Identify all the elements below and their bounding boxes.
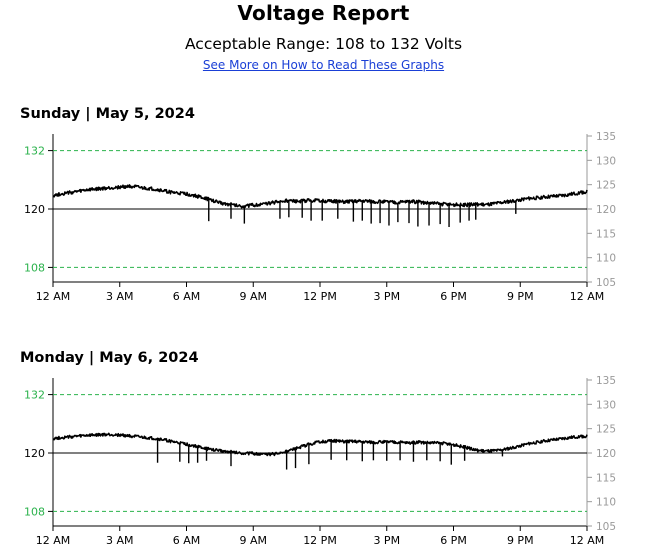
right-tick-label: 110 bbox=[596, 497, 616, 509]
x-tick-label: 12 AM bbox=[36, 534, 71, 547]
right-tick-label: 110 bbox=[596, 253, 616, 265]
x-tick-label: 9 AM bbox=[239, 534, 267, 547]
x-tick-label: 9 PM bbox=[507, 534, 534, 547]
acceptable-range-subtitle: Acceptable Range: 108 to 132 Volts bbox=[184, 35, 463, 53]
left-tick-label: 132 bbox=[24, 145, 45, 158]
right-tick-label: 130 bbox=[596, 399, 616, 411]
how-to-read-graphs-link[interactable]: See More on How to Read These Graphs bbox=[202, 58, 445, 72]
x-tick-label: 9 AM bbox=[239, 290, 267, 303]
x-tick-label: 3 PM bbox=[373, 534, 400, 547]
x-tick-label: 6 AM bbox=[173, 534, 201, 547]
x-tick-label: 6 PM bbox=[440, 290, 467, 303]
left-tick-label: 108 bbox=[24, 261, 45, 274]
day-label-monday: Monday | May 6, 2024 bbox=[20, 350, 199, 366]
right-tick-label: 115 bbox=[596, 228, 616, 240]
x-tick-label: 3 AM bbox=[106, 534, 134, 547]
left-tick-label: 120 bbox=[24, 203, 45, 216]
x-tick-label: 12 PM bbox=[303, 534, 337, 547]
x-tick-label: 12 PM bbox=[303, 290, 337, 303]
right-tick-label: 130 bbox=[596, 155, 616, 167]
x-tick-label: 9 PM bbox=[507, 290, 534, 303]
voltage-series-line bbox=[52, 184, 588, 209]
right-tick-label: 135 bbox=[596, 131, 616, 143]
right-tick-label: 105 bbox=[596, 521, 616, 533]
right-tick-label: 125 bbox=[596, 424, 616, 436]
right-tick-label: 120 bbox=[596, 204, 616, 216]
left-tick-label: 120 bbox=[24, 447, 45, 460]
right-tick-label: 105 bbox=[596, 277, 616, 289]
left-tick-label: 132 bbox=[24, 389, 45, 402]
day-label-sunday: Sunday | May 5, 2024 bbox=[20, 106, 195, 122]
voltage-chart-monday: 108 120 132 105 110 115 120 125 130 135 12 AM 3 AM 6… bbox=[24, 375, 616, 547]
right-tick-label: 120 bbox=[596, 448, 616, 460]
x-tick-label: 6 AM bbox=[173, 290, 201, 303]
x-tick-label: 3 AM bbox=[106, 290, 134, 303]
right-tick-label: 125 bbox=[596, 180, 616, 192]
right-tick-label: 115 bbox=[596, 472, 616, 484]
x-tick-label: 12 AM bbox=[570, 534, 605, 547]
voltage-series-line bbox=[52, 432, 588, 457]
left-tick-label: 108 bbox=[24, 505, 45, 518]
page-title: Voltage Report bbox=[237, 1, 410, 25]
x-tick-label: 6 PM bbox=[440, 534, 467, 547]
x-tick-label: 3 PM bbox=[373, 290, 400, 303]
right-tick-label: 135 bbox=[596, 375, 616, 387]
voltage-chart-sunday: 108 120 132 105 110 115 120 125 130 135 12 AM 3 AM 6… bbox=[24, 131, 616, 303]
x-tick-label: 12 AM bbox=[36, 290, 71, 303]
x-tick-label: 12 AM bbox=[570, 290, 605, 303]
